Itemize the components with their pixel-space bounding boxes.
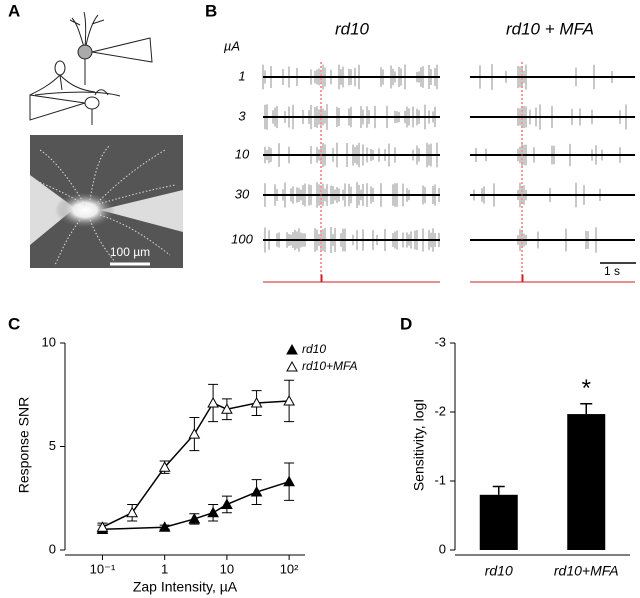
stimulus-trace — [470, 274, 635, 283]
marker — [221, 498, 233, 509]
marker — [283, 475, 295, 487]
traces — [262, 62, 635, 283]
y-axis-label: Response SNR — [16, 397, 32, 494]
x-tick-label: 10⁻¹ — [90, 561, 116, 576]
x-tick-label: 10 — [220, 561, 234, 576]
panel-label: B — [205, 1, 217, 20]
y-tick-label: 10 — [42, 334, 56, 349]
marker — [158, 461, 171, 472]
legend-marker — [286, 343, 298, 355]
y-tick-label: -3 — [434, 334, 446, 349]
error-bar — [580, 402, 593, 415]
y-tick-label: -1 — [434, 472, 446, 487]
intensity-label: 3 — [238, 108, 246, 123]
legend-marker — [286, 360, 298, 372]
error-bar — [492, 485, 505, 495]
charts: C 0 5 10 10⁻¹ 1 10 10² Response SNR Zap Intensity… — [8, 314, 630, 595]
y-tick-label: 5 — [49, 438, 56, 453]
panel-label: D — [400, 314, 412, 333]
panel-label: A — [8, 1, 20, 20]
x-tick-label: 10² — [280, 561, 299, 576]
intensity-label: 1 — [238, 68, 245, 83]
marker — [207, 506, 219, 518]
marker — [96, 521, 109, 532]
time-scale-label: 1 s — [604, 264, 620, 278]
y-tick-label: 0 — [439, 541, 446, 556]
marker — [158, 521, 171, 532]
marker — [250, 397, 263, 408]
marker — [283, 394, 295, 406]
intensity-label: 10 — [235, 146, 250, 161]
annotation: * — [582, 375, 591, 402]
x-tick-label: rd10+MFA — [554, 563, 619, 579]
intensity-label: 30 — [235, 186, 250, 201]
micrograph: 100 µm — [30, 135, 183, 268]
series-line — [102, 400, 290, 528]
stimulus-trace — [263, 274, 440, 283]
panel-label: C — [8, 314, 20, 333]
legend-label: rd10 — [302, 342, 326, 356]
marker — [188, 512, 201, 524]
y-tick-label: -2 — [434, 403, 446, 418]
intensity-label: 100 — [231, 231, 253, 246]
bar — [479, 494, 518, 550]
y-tick-label: 0 — [49, 541, 56, 556]
x-tick-label: 1 — [161, 561, 168, 576]
condition-label: rd10 + MFA — [506, 19, 594, 38]
marker — [126, 506, 138, 518]
marker — [207, 397, 219, 408]
marker — [221, 403, 233, 414]
scale-bar-label: 100 µm — [110, 245, 150, 259]
y-axis-label: Sensitivity, logI — [411, 399, 427, 491]
bar — [567, 414, 606, 550]
unit-label: µA — [224, 38, 240, 53]
marker — [188, 428, 201, 439]
condition-label: rd10 — [335, 19, 370, 38]
x-axis-label: Zap Intensity, µA — [133, 579, 238, 595]
legend-label: rd10+MFA — [302, 359, 357, 373]
x-tick-label: rd10 — [485, 563, 513, 579]
cell-schematic — [29, 11, 153, 125]
marker — [250, 486, 263, 497]
